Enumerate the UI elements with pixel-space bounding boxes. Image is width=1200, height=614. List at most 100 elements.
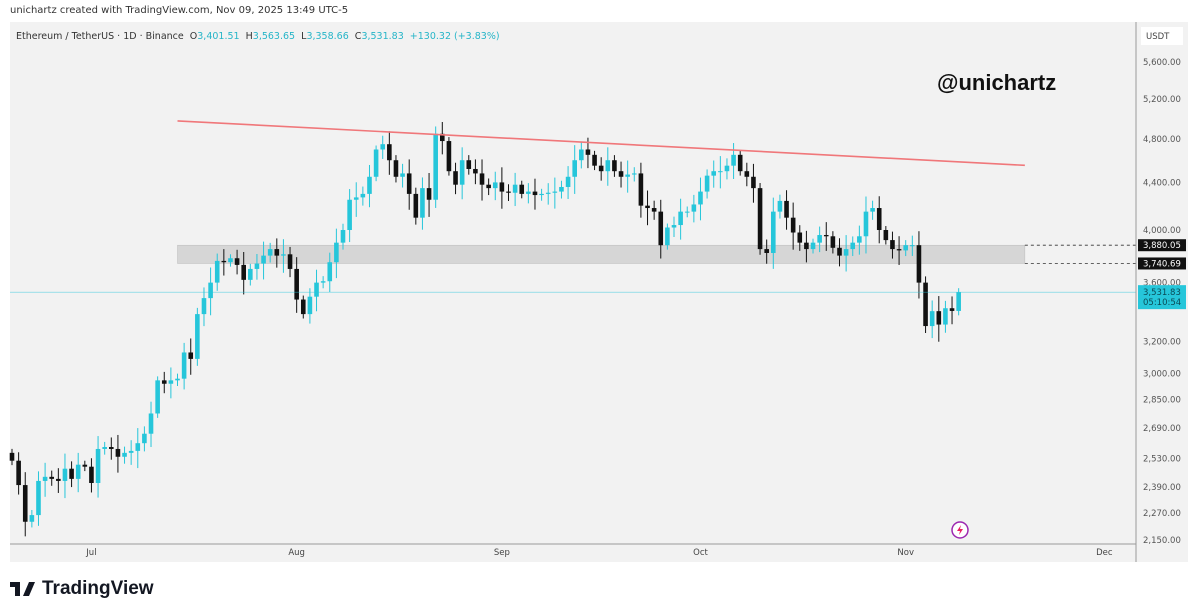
candle-body <box>393 160 399 177</box>
candle-body <box>850 242 856 250</box>
candle-body <box>612 160 617 172</box>
currency-label: USDT <box>1146 32 1170 42</box>
candle-body <box>956 292 961 311</box>
y-tick-label: 2,270.00 <box>1143 509 1181 519</box>
candle-body <box>698 191 703 205</box>
candle-body <box>671 225 677 228</box>
candle-body <box>804 242 809 250</box>
candle-body <box>665 227 670 246</box>
candle-body <box>122 452 127 457</box>
candle-body <box>69 468 74 479</box>
candle-body <box>274 249 280 256</box>
candle-body <box>446 141 452 172</box>
last-price-label: 3,531.83 <box>1143 288 1181 298</box>
candle-body <box>777 200 783 212</box>
y-tick-label: 5,600.00 <box>1143 58 1181 68</box>
candle-body <box>830 236 836 248</box>
candle-body <box>22 485 28 522</box>
candle-body <box>552 191 558 193</box>
candle-body <box>400 173 405 177</box>
candle-body <box>95 448 101 483</box>
candle-body <box>883 230 889 241</box>
candle-body <box>340 230 346 243</box>
candle-body <box>929 311 935 327</box>
candle-body <box>314 282 319 297</box>
candle-body <box>36 480 41 516</box>
candle-body <box>387 144 392 161</box>
candle-body <box>466 160 472 169</box>
candle-body <box>598 165 604 172</box>
candle-body <box>532 191 538 196</box>
candle-body <box>764 249 769 253</box>
candle-body <box>545 192 551 194</box>
candle-body <box>631 173 637 175</box>
candle-body <box>115 448 121 457</box>
candle-body <box>817 235 822 243</box>
candle-body <box>896 249 902 251</box>
x-tick-label: Oct <box>693 548 708 558</box>
candle-body <box>142 433 147 444</box>
candle-body <box>433 133 438 200</box>
candle-body <box>413 193 419 218</box>
candle-body <box>585 149 591 155</box>
candle-body <box>287 254 293 269</box>
candle-body <box>367 176 372 194</box>
candle-body <box>234 258 240 265</box>
close-value: 3,531.83 <box>361 31 404 42</box>
x-tick-label: Aug <box>288 548 305 558</box>
candle-body <box>744 171 750 177</box>
candle-body <box>426 188 432 200</box>
candle-body <box>228 258 233 263</box>
candle-body <box>936 311 942 325</box>
y-tick-label: 4,400.00 <box>1143 178 1181 188</box>
lightning-icon[interactable] <box>951 521 969 539</box>
candle-body <box>201 298 207 315</box>
candle-body <box>526 191 531 194</box>
candle-body <box>638 173 644 206</box>
candle-body <box>737 154 743 172</box>
symbol-legend: Ethereum / TetherUS · 1D · Binance O3,40… <box>16 31 500 42</box>
resistance-trendline <box>177 120 1025 167</box>
level-price-label: 3,880.05 <box>1143 241 1181 251</box>
candle-body <box>678 211 683 226</box>
candle-body <box>658 211 664 246</box>
candle-body <box>334 242 339 263</box>
currency-box <box>1141 27 1183 45</box>
candle-body <box>347 199 352 231</box>
level-price-label: 3,740.69 <box>1143 259 1181 269</box>
y-tick-label: 4,800.00 <box>1143 135 1181 145</box>
candle-body <box>406 173 412 194</box>
candle-body <box>168 380 174 384</box>
candle-body <box>823 235 829 237</box>
candle-body <box>797 232 803 243</box>
candle-body <box>790 217 796 233</box>
candle-body <box>16 460 21 486</box>
candle-body <box>175 378 180 381</box>
footer-brand-text: TradingView <box>42 578 154 599</box>
candle-body <box>512 184 518 193</box>
candle-body <box>539 193 544 196</box>
candle-body <box>29 515 35 522</box>
candle-body <box>519 184 525 194</box>
candle-body <box>307 296 313 315</box>
candle-body <box>499 182 505 192</box>
candle-body <box>188 352 194 359</box>
candle-body <box>605 160 611 172</box>
candle-body <box>221 260 227 263</box>
support-zone <box>177 244 1026 264</box>
x-tick-label: Jul <box>85 548 96 558</box>
candle-body <box>294 268 299 300</box>
candle-body <box>56 478 61 481</box>
candle-body <box>195 314 200 359</box>
candle-body <box>373 149 379 177</box>
level-price-tag <box>1138 239 1186 252</box>
candle-body <box>109 447 114 449</box>
y-tick-label: 4,000.00 <box>1143 226 1181 236</box>
candle-body <box>181 352 187 379</box>
low-value: 3,358.66 <box>306 31 349 42</box>
candle-body <box>711 171 717 176</box>
countdown-label: 05:10:54 <box>1143 298 1181 308</box>
candle-body <box>718 171 723 173</box>
candle-body <box>89 466 94 483</box>
